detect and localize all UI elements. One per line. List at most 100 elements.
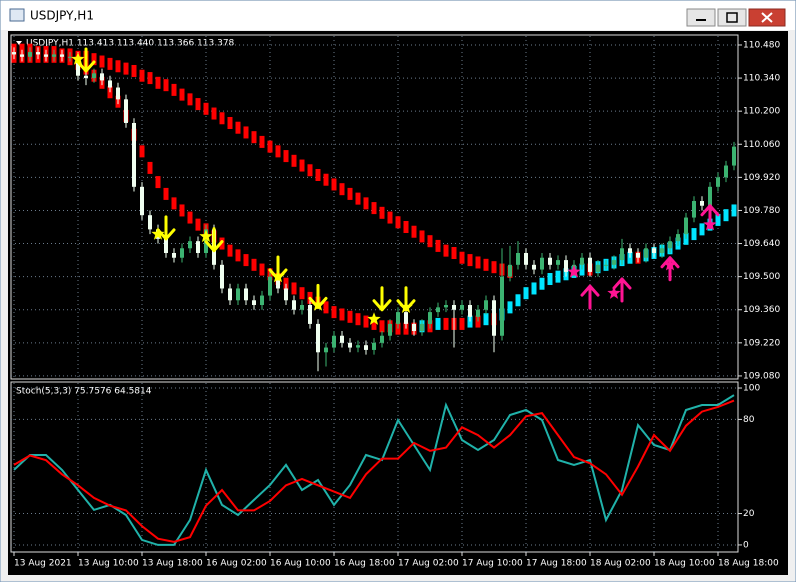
stoch-panel <box>10 381 739 553</box>
candle-body <box>300 305 304 310</box>
overlay-bar <box>371 202 377 215</box>
x-tick-label: 13 Aug 10:00 <box>78 559 139 569</box>
overlay-bar <box>403 221 409 234</box>
overlay-bar <box>467 254 473 267</box>
candle-body <box>716 177 720 187</box>
y-tick-label: 110.340 <box>743 74 780 84</box>
overlay-bar <box>147 161 153 174</box>
overlay-bar <box>131 64 137 77</box>
candle-body <box>444 305 448 308</box>
signal-arrow <box>580 284 600 310</box>
candle-body <box>636 253 640 258</box>
signal-star <box>399 300 413 313</box>
close-icon <box>761 12 773 23</box>
x-tick-label: 18 Aug 10:00 <box>654 559 715 569</box>
candle-body <box>108 80 112 88</box>
candle-body <box>692 200 696 218</box>
candle-body <box>468 305 472 317</box>
candle-body <box>620 248 624 261</box>
overlay-bar <box>179 204 185 217</box>
overlay-bar <box>699 223 705 236</box>
y-tick-label: 109.500 <box>743 272 780 282</box>
overlay-bar <box>483 258 489 271</box>
overlay-bar <box>379 206 385 219</box>
signal-arrow <box>76 47 96 73</box>
candle-body <box>700 200 704 206</box>
overlay-bar <box>155 76 161 89</box>
candle-body <box>628 248 632 254</box>
overlay-bar <box>435 317 441 330</box>
x-tick-label: 17 Aug 10:00 <box>462 559 523 569</box>
overlay-bar <box>323 173 329 186</box>
overlay-bar <box>259 263 265 276</box>
candle-body <box>652 248 656 254</box>
overlay-bar <box>419 230 425 243</box>
overlay-bar <box>731 204 737 217</box>
candle-body <box>580 257 584 265</box>
overlay-bar <box>363 197 369 210</box>
overlay-bar <box>235 249 241 262</box>
price-panel-title: USDJPY,H1 113.413 113.440 113.366 113.37… <box>26 39 235 49</box>
candle-body <box>460 305 464 310</box>
candle-body <box>564 260 568 272</box>
overlay-bar <box>171 197 177 210</box>
candle-body <box>452 305 456 310</box>
overlay-bar <box>723 209 729 222</box>
candle-body <box>644 248 648 258</box>
minimize-button[interactable] <box>686 8 716 27</box>
candle-body <box>252 300 256 306</box>
overlay-bar <box>339 183 345 196</box>
candle-body <box>596 264 600 272</box>
candle-body <box>84 75 88 79</box>
chart-area <box>8 31 788 575</box>
candle-body <box>476 309 480 317</box>
overlay-bar <box>331 178 337 191</box>
overlay-bar <box>147 72 153 85</box>
overlay-bar <box>187 93 193 106</box>
signal-star <box>151 227 165 240</box>
overlay-bar <box>459 317 465 330</box>
x-tick-label: 13 Aug 18:00 <box>142 559 203 569</box>
signal-arrow <box>204 227 224 253</box>
y-tick-label: 80 <box>743 415 755 425</box>
overlay-bar <box>339 308 345 321</box>
overlay-bar <box>243 126 249 139</box>
app-icon <box>9 8 25 22</box>
overlay-bar <box>523 287 529 300</box>
signal-arrow <box>660 256 680 282</box>
y-tick-label: 0 <box>743 540 749 550</box>
candle-body <box>60 54 64 57</box>
y-tick-label: 110.200 <box>743 107 780 117</box>
candle-body <box>396 312 400 324</box>
candle-body <box>708 186 712 206</box>
panel-menu-icon <box>16 41 22 45</box>
x-tick-label: 13 Aug 2021 <box>14 559 72 569</box>
candle-body <box>172 253 176 258</box>
candle-body <box>436 307 440 313</box>
overlay-bar <box>211 107 217 120</box>
overlay-bar <box>531 282 537 295</box>
overlay-bar <box>275 145 281 158</box>
candle-body <box>532 264 536 270</box>
candle-body <box>340 335 344 343</box>
x-tick-label: 16 Aug 02:00 <box>206 559 267 569</box>
overlay-bar <box>387 211 393 224</box>
candle-body <box>316 323 320 353</box>
overlay-bar <box>243 254 249 267</box>
overlay-bar <box>715 213 721 226</box>
maximize-button[interactable] <box>717 8 747 27</box>
overlay-bar <box>251 258 257 271</box>
overlay-bar <box>115 60 121 73</box>
overlay-bar <box>235 121 241 134</box>
candle-body <box>524 253 528 265</box>
overlay-bar <box>251 131 257 144</box>
candle-body <box>604 264 608 266</box>
candle-body <box>388 323 392 336</box>
candle-body <box>164 238 168 254</box>
signal-star <box>311 298 325 311</box>
maximize-icon <box>726 12 738 23</box>
candle-body <box>308 305 312 324</box>
y-tick-label: 110.480 <box>743 40 780 50</box>
overlay-bar <box>299 159 305 172</box>
candle-body <box>356 345 360 348</box>
